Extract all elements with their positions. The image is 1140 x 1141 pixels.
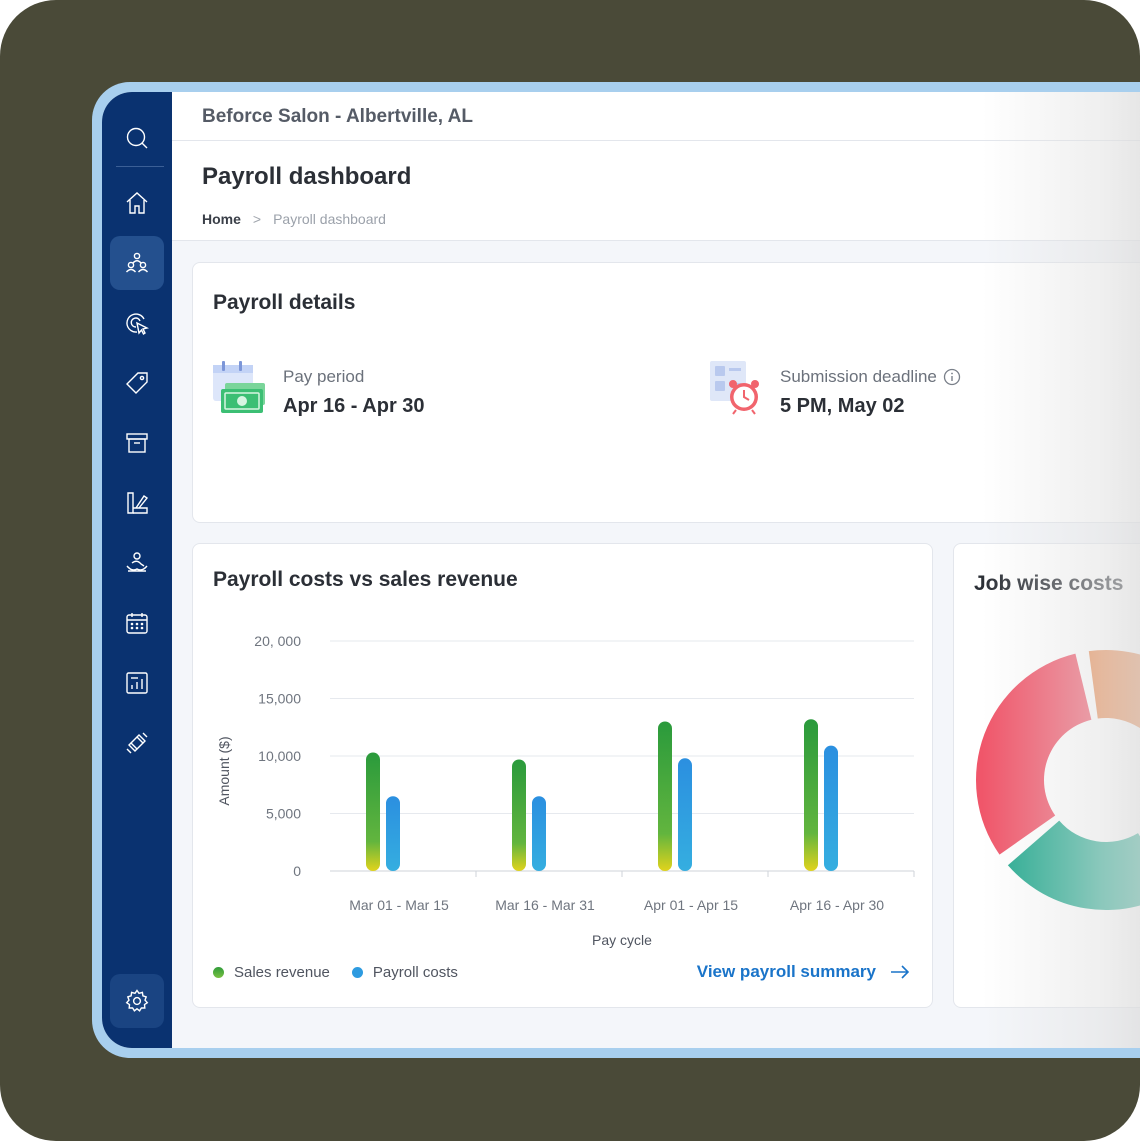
view-payroll-summary-label: View payroll summary — [696, 962, 876, 981]
donut-slice[interactable] — [976, 653, 1092, 855]
top-bar: Beforce Salon - Albertville, AL — [172, 92, 1140, 141]
x-tick-label: Mar 01 - Mar 15 — [349, 897, 449, 913]
tablet-bezel: Beforce Salon - Albertville, AL Payroll … — [92, 82, 1140, 1058]
page-title: Payroll dashboard — [202, 163, 412, 190]
tag-icon — [126, 372, 148, 394]
dumbbell-icon — [126, 732, 148, 754]
sidebar-item-search[interactable] — [110, 111, 164, 165]
pencil-ruler-icon — [127, 492, 149, 514]
job-wise-costs-chart — [976, 650, 1140, 910]
legend-item-sales-revenue[interactable]: Sales revenue — [213, 964, 330, 981]
sidebar-divider — [116, 166, 164, 167]
y-tick-label: 15,000 — [258, 691, 301, 707]
sidebar-item-reports[interactable] — [110, 656, 164, 710]
pay-period-block: Pay period Apr 16 - Apr 30 — [211, 359, 425, 418]
box-icon — [126, 433, 148, 453]
x-tick-label: Mar 16 - Mar 31 — [495, 897, 595, 913]
payroll-costs-chart: 0 5,000 10,000 15,000 20, 000 Mar 01 - Mar 15… — [216, 633, 915, 948]
breadcrumb: Home > Payroll dashboard — [202, 211, 386, 227]
x-tick-label: Apr 01 - Apr 15 — [644, 897, 738, 913]
legend-item-payroll-costs[interactable]: Payroll costs — [351, 964, 458, 981]
deadline-value: 5 PM, May 02 — [780, 395, 905, 417]
sidebar-item-services[interactable] — [110, 536, 164, 590]
bar-sales-revenue[interactable] — [658, 721, 672, 872]
bar-payroll-costs[interactable] — [678, 758, 692, 871]
y-tick-label: 10,000 — [258, 748, 301, 764]
payroll-costs-title: Payroll costs vs sales revenue — [213, 568, 518, 591]
bar-payroll-costs[interactable] — [386, 796, 400, 871]
calendar-cash-icon — [213, 361, 265, 413]
payroll-costs-card: Payroll costs vs sales revenue 0 5,000 10,… — [192, 543, 933, 1008]
payroll-details-title: Payroll details — [213, 291, 356, 314]
y-tick-label: 20, 000 — [254, 633, 301, 649]
sidebar-item-fitness[interactable] — [110, 716, 164, 770]
search-icon — [126, 127, 148, 149]
legend-dot-sales-revenue — [213, 967, 224, 978]
y-axis-label: Amount ($) — [216, 736, 232, 805]
report-icon — [126, 672, 148, 694]
bar-payroll-costs[interactable] — [532, 796, 546, 871]
bar-sales-revenue[interactable] — [366, 752, 380, 871]
deadline-label-text: Submission deadline — [780, 367, 937, 386]
target-icon — [126, 313, 150, 336]
chart-legend: Sales revenue Payroll costs — [213, 964, 458, 981]
sidebar-item-marketing[interactable] — [110, 296, 164, 350]
page-header: Payroll dashboard Home > Payroll dashboa… — [172, 141, 1140, 241]
legend-label-payroll-costs: Payroll costs — [372, 964, 458, 981]
gear-icon — [125, 989, 149, 1012]
bar-sales-revenue[interactable] — [512, 759, 526, 871]
sidebar-item-home[interactable] — [110, 176, 164, 230]
payroll-details-card: Payroll details Pay period Ap — [192, 262, 1140, 523]
y-tick-label: 0 — [293, 863, 301, 879]
spa-icon — [126, 552, 148, 572]
breadcrumb-current: Payroll dashboard — [273, 211, 386, 227]
sidebar-item-offers[interactable] — [110, 356, 164, 410]
x-axis-label: Pay cycle — [592, 932, 652, 948]
sidebar-item-team[interactable] — [110, 236, 164, 290]
team-icon — [125, 252, 149, 273]
y-tick-label: 5,000 — [266, 806, 301, 822]
arrow-right-icon — [891, 965, 910, 979]
app-screen: Beforce Salon - Albertville, AL Payroll … — [102, 92, 1140, 1048]
home-icon — [126, 192, 148, 214]
sidebar-item-calendar[interactable] — [110, 596, 164, 650]
salon-name[interactable]: Beforce Salon - Albertville, AL — [202, 106, 473, 127]
info-icon[interactable] — [943, 368, 961, 386]
deadline-label: Submission deadline — [780, 367, 961, 387]
x-tick-label: Apr 16 - Apr 30 — [790, 897, 884, 913]
legend-dot-payroll-costs — [351, 967, 363, 978]
sidebar-item-settings[interactable] — [110, 974, 164, 1028]
deadline-block: Submission deadline 5 PM, May 02 — [708, 359, 961, 418]
bar-payroll-costs[interactable] — [824, 745, 838, 871]
calendar-icon — [126, 613, 148, 634]
job-wise-costs-card: Job wise costs — [953, 543, 1140, 1008]
breadcrumb-home-link[interactable]: Home — [202, 211, 241, 227]
sidebar-item-design[interactable] — [110, 476, 164, 530]
legend-label-sales-revenue: Sales revenue — [234, 964, 330, 981]
pay-period-label: Pay period — [283, 367, 365, 386]
alarm-clock-icon — [710, 361, 759, 415]
pay-period-value: Apr 16 - Apr 30 — [283, 395, 425, 417]
chevron-right-icon: > — [252, 211, 262, 227]
bar-sales-revenue[interactable] — [804, 719, 818, 871]
sidebar — [102, 92, 172, 1048]
donut-slice[interactable] — [1088, 650, 1140, 761]
view-payroll-summary-link[interactable]: View payroll summary — [697, 962, 910, 982]
sidebar-item-inventory[interactable] — [110, 416, 164, 470]
